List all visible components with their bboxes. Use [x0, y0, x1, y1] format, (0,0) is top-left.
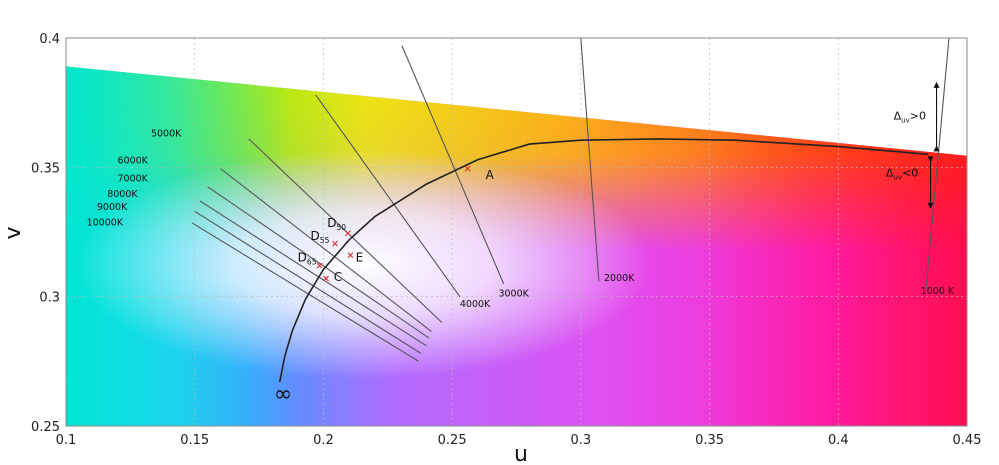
isotherm-label: 2000K — [604, 273, 635, 284]
point-marker — [332, 240, 338, 247]
x-tick-label: 0.25 — [438, 433, 467, 448]
isotherm-label: 7000K — [117, 174, 148, 185]
point-marker — [323, 275, 329, 282]
x-axis-label: u — [514, 442, 528, 465]
illuminant-point: C — [323, 270, 342, 284]
point-marker — [347, 252, 354, 259]
duv-negative-label: Δuv<0 — [886, 166, 918, 181]
planckian-locus — [278, 138, 929, 383]
point-label: D50 — [327, 216, 346, 232]
isotherm-line — [194, 210, 422, 355]
isotherm-line — [220, 168, 432, 333]
plot-frame — [65, 37, 968, 427]
isotherm-line — [401, 45, 505, 284]
arrow-up-icon — [933, 145, 940, 152]
illuminant-point: A — [464, 165, 495, 182]
y-tick-label: 0.4 — [39, 32, 60, 47]
isotherm-label: 4000K — [460, 299, 491, 310]
point-label: E — [356, 251, 364, 265]
x-tick-labels: 0.1 0.15 0.2 0.25 0.3 0.35 0.4 0.45 — [56, 433, 982, 448]
isotherm-lines — [191, 38, 950, 362]
point-marker — [464, 165, 471, 172]
illuminant-point: D65 — [298, 251, 323, 269]
x-tick-label: 0.2 — [313, 433, 334, 448]
isotherm-label: 9000K — [97, 202, 128, 213]
locus-infinity-label: ∞ — [274, 382, 292, 407]
point-marker — [344, 230, 351, 237]
point-label: D55 — [311, 229, 330, 245]
x-tick-label: 0.4 — [828, 433, 849, 448]
arrow-down-icon — [927, 156, 934, 163]
y-tick-label: 0.25 — [31, 420, 60, 435]
isotherm-label: 6000K — [117, 155, 148, 166]
isotherm-label: 1000 K — [921, 286, 955, 297]
x-tick-label: 0.3 — [571, 433, 592, 448]
isotherm-line — [580, 38, 600, 282]
x-tick-label: 0.45 — [953, 433, 982, 448]
point-label: A — [486, 168, 495, 182]
isotherm-label: 8000K — [107, 189, 138, 200]
x-tick-label: 0.1 — [56, 433, 77, 448]
arrow-up-icon — [933, 81, 940, 88]
y-tick-label: 0.3 — [39, 291, 60, 306]
illuminant-point: D55 — [311, 229, 338, 247]
isotherm-label: 10000K — [87, 218, 124, 229]
point-marker — [316, 262, 323, 269]
isotherm-line — [925, 38, 950, 292]
grid-lines — [66, 38, 967, 426]
isotherm-line — [199, 200, 427, 347]
illuminant-point: E — [347, 251, 364, 265]
point-label: D65 — [298, 251, 317, 267]
arrow-down-icon — [927, 202, 934, 209]
x-tick-label: 0.15 — [180, 433, 209, 448]
isotherm-line — [315, 94, 461, 297]
point-label: C — [334, 270, 342, 284]
y-tick-label: 0.35 — [31, 161, 60, 176]
isotherm-line — [248, 138, 443, 323]
isotherm-label: 3000K — [498, 289, 529, 300]
isotherm-label: 5000K — [151, 128, 182, 139]
duv-positive-label: Δuv>0 — [894, 109, 926, 124]
y-tick-labels: 0.25 0.3 0.35 0.4 — [31, 32, 60, 435]
isotherm-line — [191, 222, 419, 362]
duv-annotations: Δuv>0 Δuv<0 — [886, 81, 940, 209]
x-tick-label: 0.35 — [695, 433, 724, 448]
chromaticity-gamut — [66, 66, 967, 426]
isotherm-line — [207, 186, 430, 339]
y-axis-label: v — [1, 226, 26, 239]
isotherm-labels: 1000 K 2000K 3000K 4000K 5000K 6000K 7000K 8000… — [87, 128, 955, 310]
illuminant-point: D50 — [327, 216, 351, 237]
